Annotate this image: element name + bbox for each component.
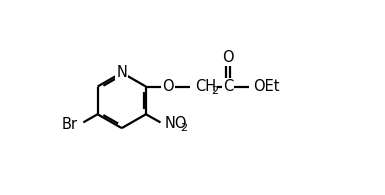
Text: 2: 2 <box>211 86 218 96</box>
Text: O: O <box>162 79 173 94</box>
Text: Br: Br <box>62 117 78 132</box>
Text: 2: 2 <box>180 123 187 133</box>
Text: CH: CH <box>196 79 217 94</box>
Text: C: C <box>223 79 233 94</box>
Text: OEt: OEt <box>253 79 280 94</box>
Text: O: O <box>222 50 234 65</box>
Text: NO: NO <box>164 116 187 131</box>
Text: N: N <box>116 65 127 80</box>
